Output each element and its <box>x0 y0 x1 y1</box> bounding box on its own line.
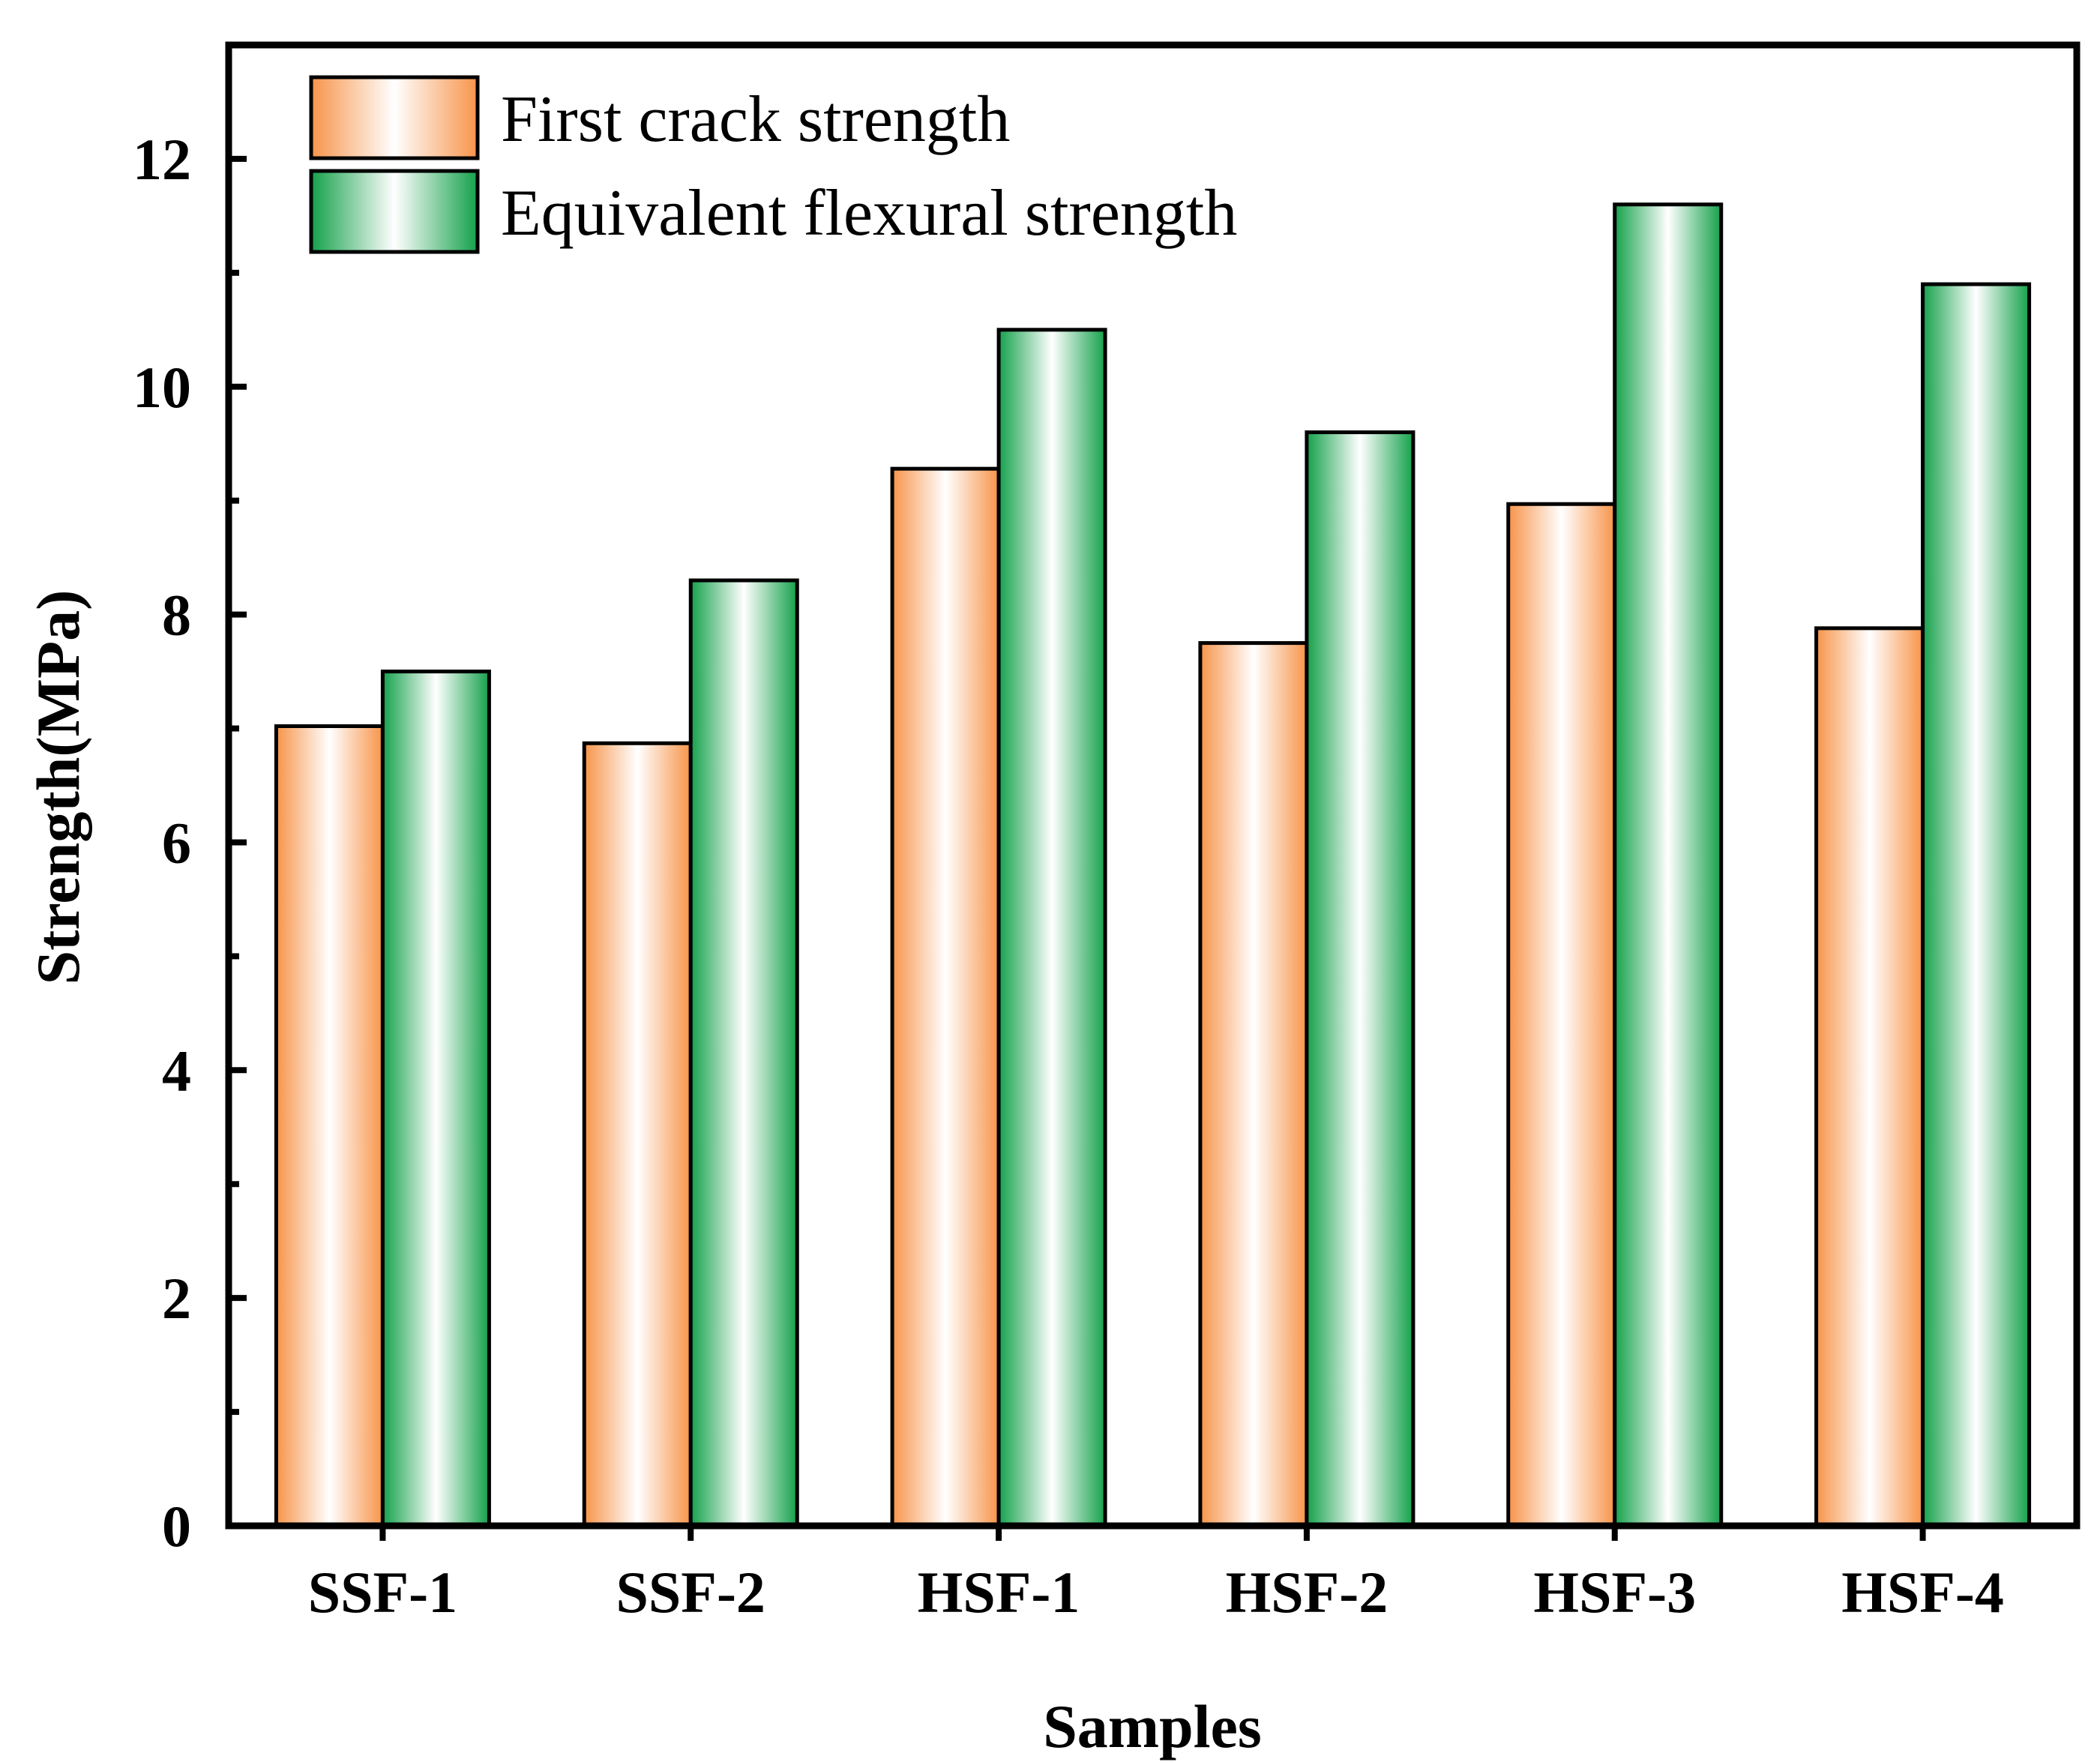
bar-ssf-1-series-0 <box>274 724 385 1528</box>
legend-swatch-first-crack <box>309 75 480 160</box>
x-tick-label: HSF-4 <box>1841 1560 2004 1625</box>
y-tick-label: 8 <box>162 583 191 648</box>
x-tick-label: HSF-2 <box>1226 1560 1389 1625</box>
x-tick-label: HSF-1 <box>918 1560 1080 1625</box>
x-tick-label: SSF-2 <box>616 1560 765 1625</box>
legend-label-first-crack: First crack strength <box>501 83 1010 156</box>
bar-hsf-1-series-1 <box>996 328 1107 1528</box>
y-axis-title: Strength(MPa) <box>24 590 92 985</box>
y-axis-ticks: 0 2 4 6 8 10 12 <box>133 42 247 1559</box>
bar-ssf-2-series-0 <box>582 741 693 1528</box>
y-tick-label: 10 <box>133 355 191 420</box>
y-tick-label: 0 <box>162 1494 191 1559</box>
y-tick-label: 6 <box>162 810 191 875</box>
legend-label-equivalent-flexural: Equivalent flexural strength <box>501 177 1237 250</box>
bar-ssf-1-series-1 <box>380 670 491 1528</box>
y-tick-label: 12 <box>133 127 191 192</box>
bars-layer <box>274 202 2032 1528</box>
bar-hsf-1-series-0 <box>890 466 1001 1528</box>
x-tick-label: HSF-3 <box>1533 1560 1696 1625</box>
bar-hsf-3-series-1 <box>1613 202 1724 1528</box>
bar-hsf-4-series-1 <box>1921 282 2032 1528</box>
bar-hsf-2-series-0 <box>1198 641 1309 1528</box>
bar-hsf-3-series-0 <box>1506 502 1617 1528</box>
bar-hsf-2-series-1 <box>1305 430 1415 1528</box>
x-axis-title: Samples <box>1043 1692 1262 1761</box>
x-tick-label: SSF-1 <box>308 1560 457 1625</box>
y-tick-label: 2 <box>162 1266 191 1331</box>
plot-frame <box>225 41 2081 1530</box>
bar-hsf-4-series-0 <box>1814 626 1925 1528</box>
y-tick-label: 4 <box>162 1038 191 1103</box>
legend: First crack strength Equivalent flexural… <box>309 75 1237 254</box>
x-axis-ticks: SSF-1 SSF-2 HSF-1 HSF-2 HSF-3 HSF-4 <box>308 1526 2004 1625</box>
bar-ssf-2-series-1 <box>688 578 799 1528</box>
legend-swatch-equivalent-flexural <box>309 169 480 254</box>
